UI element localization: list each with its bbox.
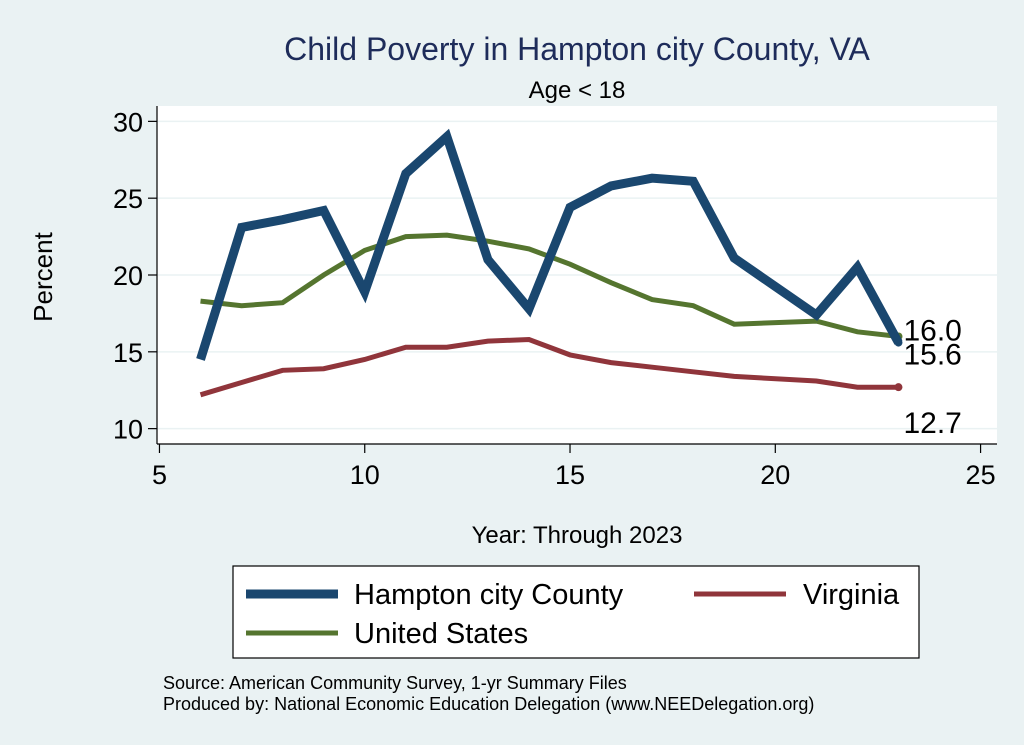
series-line-hampton: [196, 128, 903, 361]
y-tick-label-30: 30: [113, 107, 143, 137]
series-endpoint-virginia: [894, 383, 903, 392]
y-tick-label-25: 25: [113, 184, 143, 214]
x-tick-label-5: 5: [152, 460, 167, 490]
y-tick-label-10: 10: [113, 415, 143, 445]
chart-subtitle: Age < 18: [529, 77, 626, 104]
legend-label-united-states: United States: [354, 618, 528, 650]
end-label-united-states: 16.0: [903, 314, 961, 347]
y-tick-label-20: 20: [113, 261, 143, 291]
x-tick-label-15: 15: [555, 460, 585, 490]
y-tick-label-15: 15: [113, 338, 143, 368]
producer-note: Produced by: National Economic Education…: [163, 694, 814, 714]
legend-box: [232, 565, 920, 659]
end-label-hampton: 15.6: [903, 339, 961, 372]
x-tick-label-25: 25: [966, 460, 996, 490]
source-note: Source: American Community Survey, 1-yr …: [163, 673, 627, 693]
y-ticks: 10 15 20 25 30: [113, 107, 157, 445]
x-axis-label: Year: Through 2023: [472, 522, 683, 549]
legend-label-virginia: Virginia: [803, 579, 900, 611]
x-tick-label-20: 20: [760, 460, 790, 490]
x-ticks: 5 10 15 20 25: [152, 444, 996, 490]
x-tick-label-10: 10: [350, 460, 380, 490]
series-line-united-states: [200, 232, 899, 339]
legend-label-hampton: Hampton city County: [354, 579, 624, 611]
chart-title: Child Poverty in Hampton city County, VA: [284, 31, 870, 67]
series-layer: [196, 128, 903, 398]
y-axis-label: Percent: [28, 231, 58, 321]
legend: Hampton city County Virginia United Stat…: [232, 565, 920, 659]
series-line-virginia: [199, 336, 899, 398]
end-labels: 15.6 12.7 16.0: [903, 314, 961, 440]
series-endpoint-hampton: [894, 338, 903, 347]
end-label-virginia: 12.7: [903, 407, 961, 440]
